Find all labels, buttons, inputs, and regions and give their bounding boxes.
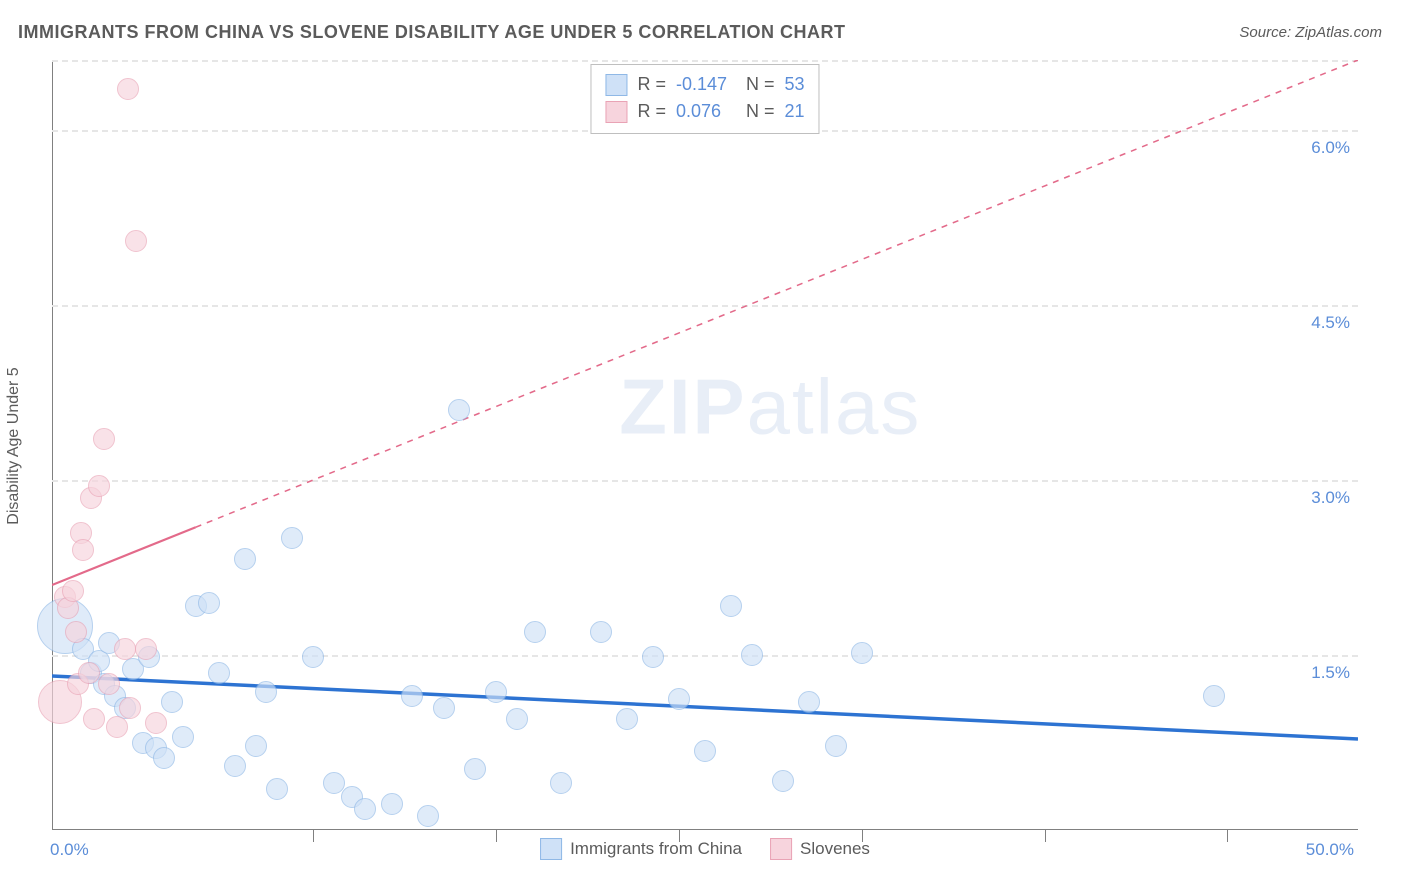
source-name: ZipAtlas.com xyxy=(1295,24,1382,41)
data-point xyxy=(119,697,141,719)
legend-item: Slovenes xyxy=(770,838,870,860)
legend-swatch xyxy=(605,101,627,123)
data-point xyxy=(78,662,100,684)
source-label: Source: xyxy=(1239,24,1291,41)
data-point xyxy=(417,805,439,827)
data-point xyxy=(506,708,528,730)
x-tick xyxy=(1045,830,1046,842)
legend-label: Immigrants from China xyxy=(570,839,742,859)
data-point xyxy=(668,688,690,710)
data-point xyxy=(234,548,256,570)
stats-row: R = -0.147 N = 53 xyxy=(605,71,804,98)
data-point xyxy=(851,642,873,664)
legend-swatch xyxy=(770,838,792,860)
data-point xyxy=(98,673,120,695)
data-point xyxy=(172,726,194,748)
data-point xyxy=(93,428,115,450)
data-point xyxy=(224,755,246,777)
data-point xyxy=(485,681,507,703)
data-point xyxy=(125,230,147,252)
data-point xyxy=(62,580,84,602)
data-point xyxy=(590,621,612,643)
legend-item: Immigrants from China xyxy=(540,838,742,860)
data-point xyxy=(798,691,820,713)
data-point xyxy=(208,662,230,684)
data-point xyxy=(381,793,403,815)
stats-n-label: N = xyxy=(746,98,775,125)
chart-title: IMMIGRANTS FROM CHINA VS SLOVENE DISABIL… xyxy=(18,22,846,43)
data-point xyxy=(741,644,763,666)
data-point xyxy=(255,681,277,703)
data-point xyxy=(772,770,794,792)
y-axis-label: Disability Age Under 5 xyxy=(5,367,23,524)
legend-swatch xyxy=(605,74,627,96)
data-point xyxy=(88,475,110,497)
legend-swatch xyxy=(540,838,562,860)
stats-n-value: 53 xyxy=(785,71,805,98)
data-point xyxy=(72,539,94,561)
data-point xyxy=(825,735,847,757)
stats-n-label: N = xyxy=(746,71,775,98)
data-point xyxy=(354,798,376,820)
data-point xyxy=(642,646,664,668)
data-point xyxy=(1203,685,1225,707)
stats-n-value: 21 xyxy=(785,98,805,125)
correlation-stats-box: R = -0.147 N = 53 R = 0.076 N = 21 xyxy=(590,64,819,134)
data-point xyxy=(114,638,136,660)
data-point xyxy=(198,592,220,614)
x-tick xyxy=(313,830,314,842)
data-point xyxy=(65,621,87,643)
legend-label: Slovenes xyxy=(800,839,870,859)
stats-r-label: R = xyxy=(637,98,666,125)
data-point xyxy=(106,716,128,738)
data-point xyxy=(153,747,175,769)
data-point xyxy=(145,712,167,734)
data-point xyxy=(245,735,267,757)
data-point xyxy=(135,638,157,660)
stats-r-label: R = xyxy=(637,71,666,98)
stats-r-value: 0.076 xyxy=(676,98,736,125)
data-point xyxy=(161,691,183,713)
x-axis-origin-label: 0.0% xyxy=(50,840,89,860)
stats-r-value: -0.147 xyxy=(676,71,736,98)
data-point xyxy=(433,697,455,719)
data-point xyxy=(281,527,303,549)
data-point xyxy=(302,646,324,668)
x-tick xyxy=(496,830,497,842)
trend-lines xyxy=(52,60,1358,830)
data-point xyxy=(266,778,288,800)
data-point xyxy=(616,708,638,730)
scatter-plot-area: ZIPatlas 1.5%3.0%4.5%6.0% 0.0% 50.0% R =… xyxy=(52,60,1358,830)
series-legend: Immigrants from China Slovenes xyxy=(540,838,870,860)
data-point xyxy=(694,740,716,762)
x-tick xyxy=(1227,830,1228,842)
data-point xyxy=(117,78,139,100)
stats-row: R = 0.076 N = 21 xyxy=(605,98,804,125)
data-point xyxy=(720,595,742,617)
data-point xyxy=(524,621,546,643)
data-point xyxy=(448,399,470,421)
data-point xyxy=(464,758,486,780)
data-point xyxy=(83,708,105,730)
data-point xyxy=(550,772,572,794)
data-point xyxy=(401,685,423,707)
source-attribution: Source: ZipAtlas.com xyxy=(1239,24,1382,41)
x-axis-end-label: 50.0% xyxy=(1306,840,1354,860)
